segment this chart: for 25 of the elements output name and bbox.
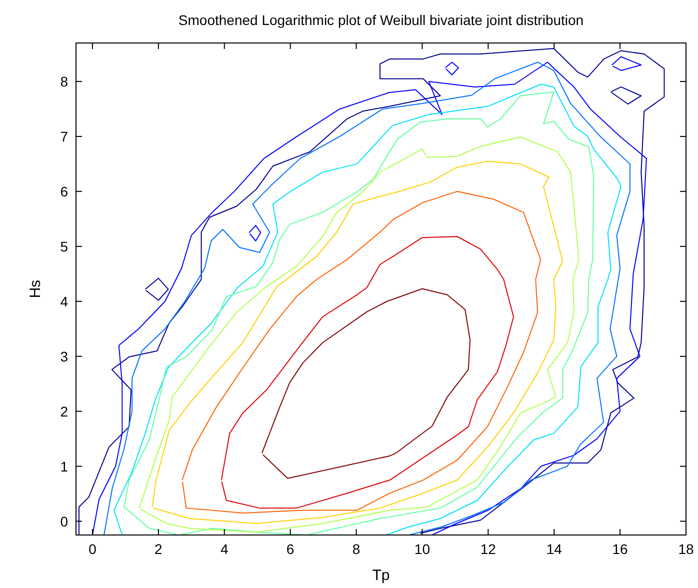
y-tick-label: 1 bbox=[60, 458, 68, 474]
x-tick-label: 0 bbox=[88, 541, 97, 557]
y-tick-label: 0 bbox=[60, 513, 68, 530]
y-tick-label: 4 bbox=[60, 293, 68, 310]
y-tick-label: 8 bbox=[60, 73, 68, 90]
y-tick-label: 2 bbox=[60, 403, 68, 420]
y-tick-label: 7 bbox=[60, 128, 68, 144]
x-tick-label: 8 bbox=[352, 541, 360, 557]
x-tick-label: 14 bbox=[546, 541, 562, 557]
x-tick-label: 16 bbox=[612, 541, 628, 557]
y-tick-label: 6 bbox=[60, 183, 68, 200]
x-tick-label: 18 bbox=[678, 541, 694, 557]
x-axis-title: Tp bbox=[372, 567, 390, 584]
x-tick-label: 4 bbox=[220, 541, 228, 557]
line-series bbox=[182, 190, 542, 514]
y-tick-label: 5 bbox=[60, 238, 68, 254]
x-tick-label: 12 bbox=[480, 541, 496, 557]
line-series bbox=[261, 288, 471, 479]
line-series bbox=[220, 236, 514, 509]
y-axis-title: Hs bbox=[27, 280, 44, 298]
x-tick-label: 2 bbox=[154, 541, 163, 557]
x-tick-label: 10 bbox=[414, 541, 430, 557]
chart-title: Smoothened Logarithmic plot of Weibull bivariate joint distribution bbox=[178, 12, 584, 28]
x-tick-label: 6 bbox=[286, 541, 294, 557]
y-tick-label: 3 bbox=[60, 348, 68, 364]
